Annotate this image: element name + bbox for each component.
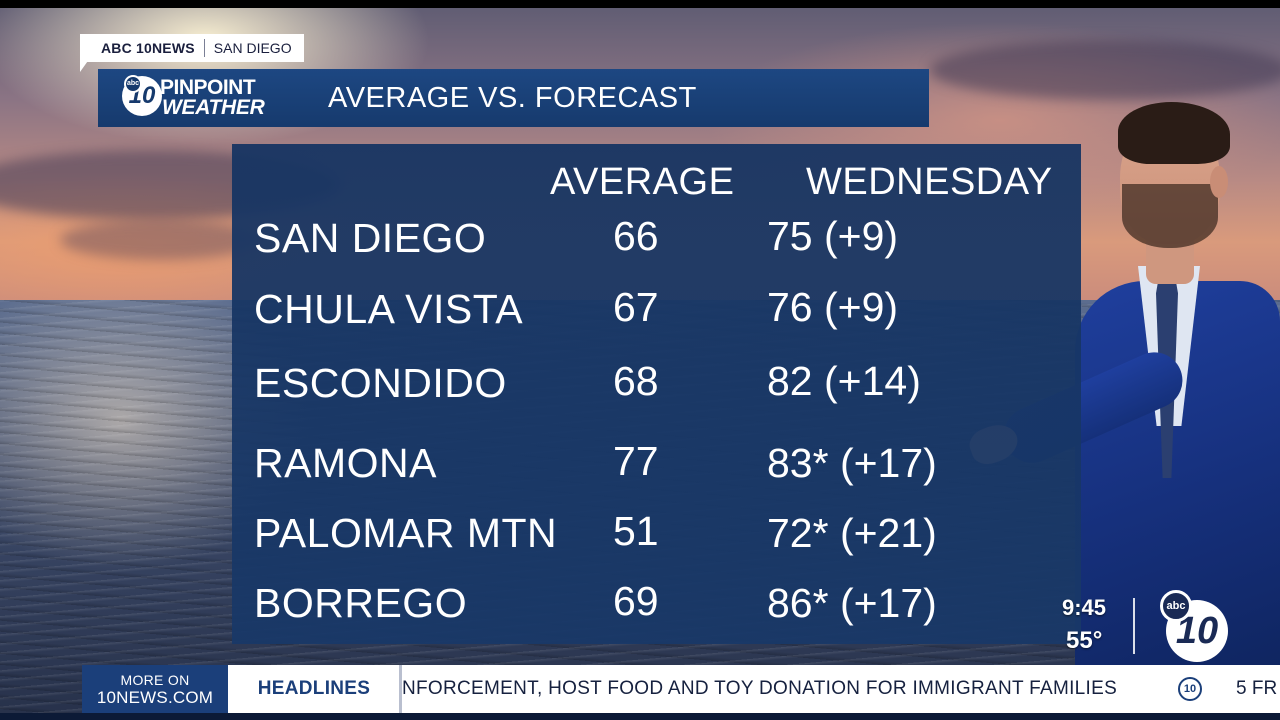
presenter bbox=[960, 96, 1280, 671]
abc10-small-icon: 10 bbox=[1178, 677, 1202, 701]
current-time: 9:45 bbox=[1062, 595, 1107, 620]
ticker-next-headline: 5 FR bbox=[1236, 678, 1278, 699]
row-city: SAN DIEGO bbox=[254, 215, 487, 261]
row-forecast: 83* (+17) bbox=[767, 440, 937, 486]
ticker-section-label: HEADLINES bbox=[228, 665, 400, 713]
column-header-forecast: WEDNESDAY bbox=[806, 161, 1053, 203]
station-brand-tag: ABC 10NEWS SAN DIEGO bbox=[80, 34, 304, 62]
ticker-divider bbox=[399, 665, 402, 713]
row-city: RAMONA bbox=[254, 440, 437, 486]
news-ticker: MORE ON 10NEWS.COM HEADLINES NFORCEMENT,… bbox=[0, 665, 1280, 720]
row-forecast: 72* (+21) bbox=[767, 510, 937, 556]
more-on-website-link[interactable]: MORE ON 10NEWS.COM bbox=[82, 665, 228, 713]
row-city: ESCONDIDO bbox=[254, 360, 507, 406]
row-average: 51 bbox=[613, 508, 659, 554]
cloud bbox=[930, 40, 1280, 100]
abc-icon: abc bbox=[1160, 590, 1192, 622]
abc10-logo-icon: 10 abc bbox=[1160, 590, 1230, 662]
presenter-hair bbox=[1118, 102, 1230, 164]
row-average: 68 bbox=[613, 358, 659, 404]
clock-divider bbox=[1133, 598, 1135, 654]
presenter-ear bbox=[1210, 166, 1228, 198]
ticker-headline: NFORCEMENT, HOST FOOD AND TOY DONATION F… bbox=[402, 678, 1118, 699]
station-city: SAN DIEGO bbox=[213, 40, 292, 56]
website-label: 10NEWS.COM bbox=[96, 688, 214, 707]
brand-divider bbox=[203, 39, 205, 57]
graphic-title: AVERAGE VS. FORECAST bbox=[328, 81, 697, 114]
row-average: 77 bbox=[613, 438, 659, 484]
row-city: BORREGO bbox=[254, 580, 468, 626]
letterbox-bar bbox=[0, 0, 1280, 8]
row-average: 67 bbox=[613, 284, 659, 330]
row-forecast: 86* (+17) bbox=[767, 580, 937, 626]
logo-line-pinpoint: PINPOINT bbox=[160, 76, 256, 99]
forecast-table: AVERAGE WEDNESDAY SAN DIEGO 66 75 (+9) C… bbox=[232, 144, 1081, 644]
graphic-title-bar: 10 abc PINPOINT WEATHER AVERAGE VS. FORE… bbox=[98, 69, 929, 127]
presenter-beard bbox=[1122, 184, 1218, 248]
column-header-average: AVERAGE bbox=[550, 161, 735, 203]
row-city: PALOMAR MTN bbox=[254, 510, 558, 556]
ticker-base-bar bbox=[0, 713, 1280, 720]
row-average: 66 bbox=[613, 213, 659, 259]
brand-tag-tick bbox=[80, 58, 90, 72]
cloud bbox=[60, 220, 260, 260]
row-forecast: 76 (+9) bbox=[767, 284, 899, 330]
row-average: 69 bbox=[613, 578, 659, 624]
row-forecast: 82 (+14) bbox=[767, 358, 921, 404]
current-temperature: 55° bbox=[1066, 627, 1103, 654]
abc-badge-icon: abc bbox=[124, 75, 142, 93]
row-forecast: 75 (+9) bbox=[767, 213, 899, 259]
station-name: ABC 10NEWS bbox=[101, 40, 195, 56]
row-city: CHULA VISTA bbox=[254, 286, 524, 332]
more-on-label: MORE ON bbox=[120, 672, 190, 688]
ticker-strip: NFORCEMENT, HOST FOOD AND TOY DONATION F… bbox=[402, 665, 1280, 713]
pinpoint-weather-logo: 10 abc PINPOINT WEATHER bbox=[98, 69, 298, 127]
logo-line-weather: WEATHER bbox=[162, 96, 265, 119]
